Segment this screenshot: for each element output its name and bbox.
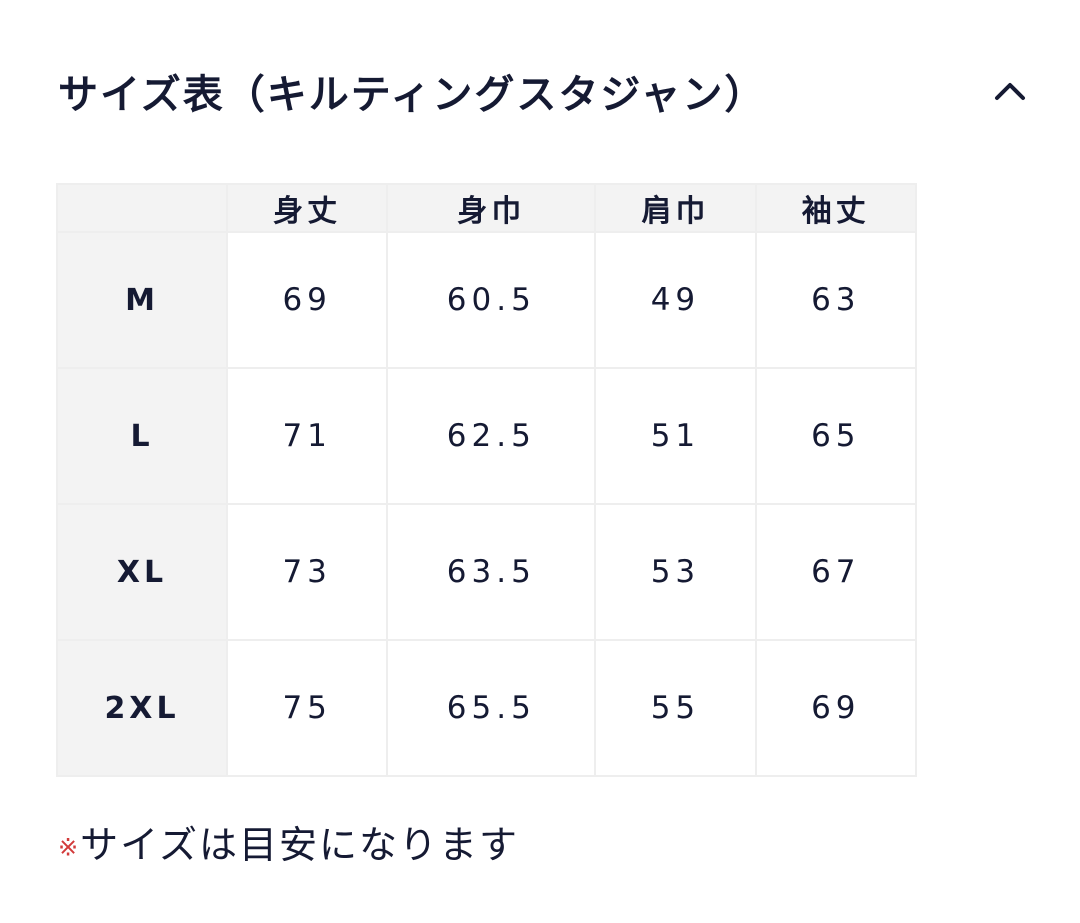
table-cell: 63 — [756, 233, 915, 367]
note-text: サイズは目安になります — [80, 823, 519, 867]
table-cell: 62.5 — [388, 369, 595, 503]
reference-mark: ※ — [58, 833, 81, 862]
table-cell: 75 — [228, 641, 387, 775]
collapse-toggle-button[interactable] — [992, 76, 1028, 106]
table-cell: 60.5 — [388, 233, 595, 367]
size-note: ※サイズは目安になります — [58, 814, 519, 869]
size-label: 2XL — [58, 641, 226, 775]
table-cell: 49 — [596, 233, 755, 367]
table-cell: 69 — [756, 641, 915, 775]
page-title: サイズ表（キルティングスタジャン） — [58, 72, 767, 118]
table-cell: 65.5 — [388, 641, 595, 775]
chevron-up-icon — [995, 83, 1025, 100]
corner-cell — [58, 185, 226, 231]
table-row: L 71 62.5 51 65 — [58, 369, 915, 503]
table-row: 2XL 75 65.5 55 69 — [58, 641, 915, 775]
table-cell: 67 — [756, 505, 915, 639]
size-label: XL — [58, 505, 226, 639]
table-row: XL 73 63.5 53 67 — [58, 505, 915, 639]
table-cell: 65 — [756, 369, 915, 503]
column-header: 身丈 — [228, 185, 387, 231]
table-header-row: 身丈 身巾 肩巾 袖丈 — [58, 185, 915, 231]
table-cell: 71 — [228, 369, 387, 503]
table-cell: 63.5 — [388, 505, 595, 639]
column-header: 身巾 — [388, 185, 595, 231]
table-cell: 53 — [596, 505, 755, 639]
table-cell: 55 — [596, 641, 755, 775]
column-header: 肩巾 — [596, 185, 755, 231]
size-table: 身丈 身巾 肩巾 袖丈 M 69 60.5 49 63 L 71 62.5 51… — [56, 183, 917, 777]
table-row: M 69 60.5 49 63 — [58, 233, 915, 367]
table-cell: 73 — [228, 505, 387, 639]
column-header: 袖丈 — [756, 185, 915, 231]
table-cell: 51 — [596, 369, 755, 503]
size-label: M — [58, 233, 226, 367]
table-cell: 69 — [228, 233, 387, 367]
size-label: L — [58, 369, 226, 503]
